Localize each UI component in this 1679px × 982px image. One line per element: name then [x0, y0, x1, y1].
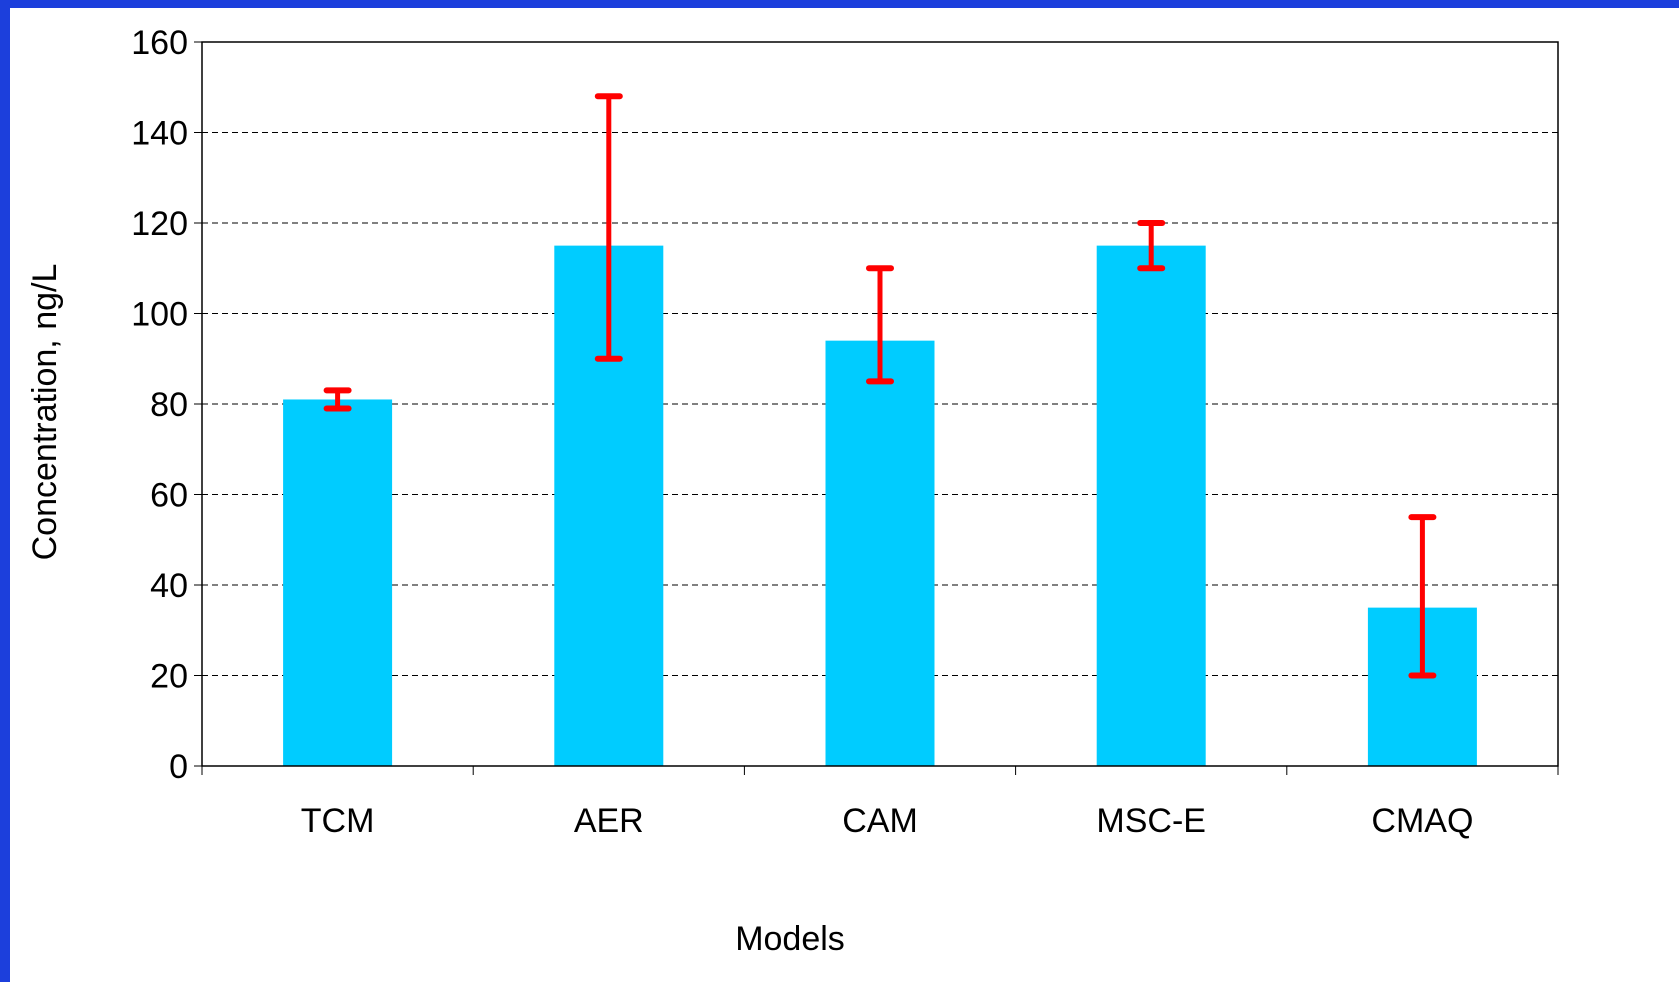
- y-axis-title: Concentration, ng/L: [26, 264, 64, 561]
- x-tick-label: CMAQ: [1371, 802, 1473, 840]
- error-bar-tcm: [323, 387, 352, 412]
- y-tick-label: 80: [150, 386, 188, 424]
- error-bar-msc-e: [1137, 220, 1166, 272]
- y-tick-label: 60: [150, 477, 188, 515]
- bar-chart: 0 20 40 60 80 100 120 140 160 TCM AER CAM MSC-E CMAQ…: [26, 24, 1559, 958]
- error-bar-cmaq: [1408, 514, 1437, 679]
- y-tick-label: 100: [131, 296, 188, 334]
- error-bar-cam: [866, 265, 894, 385]
- y-tick-label: 20: [150, 658, 188, 696]
- gridlines: [202, 132, 1558, 676]
- y-tick-label: 40: [150, 567, 188, 605]
- x-tick-label: CAM: [842, 802, 918, 840]
- x-tick-labels: TCM AER CAM MSC-E CMAQ: [301, 802, 1474, 840]
- y-tick-label: 140: [131, 115, 188, 153]
- y-tick-label: 120: [131, 205, 188, 243]
- bars: [283, 245, 1477, 766]
- bar-tcm: [283, 399, 393, 766]
- x-tick-label: MSC-E: [1096, 802, 1206, 840]
- y-tick-labels: 0 20 40 60 80 100 120 140 160: [131, 24, 188, 786]
- error-bar-aer: [594, 93, 623, 362]
- bar-msc-e: [1096, 245, 1206, 766]
- x-tick-label: TCM: [301, 802, 375, 840]
- x-tick-label: AER: [574, 802, 644, 840]
- y-tick-label: 0: [169, 748, 188, 786]
- bar-cam: [825, 340, 935, 766]
- x-axis-title: Models: [735, 920, 845, 958]
- plot-area-border: [201, 41, 1559, 767]
- y-tick-label: 160: [131, 24, 188, 62]
- axes: [194, 41, 1559, 775]
- error-bars: [323, 93, 1437, 679]
- slide-frame: 0 20 40 60 80 100 120 140 160 TCM AER CAM MSC-E CMAQ…: [10, 8, 1679, 982]
